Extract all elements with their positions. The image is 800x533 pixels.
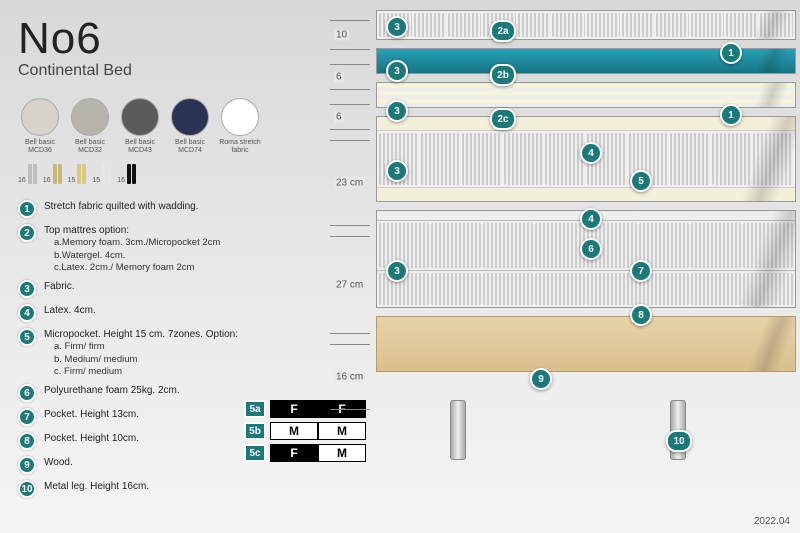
layer-wood-frame xyxy=(376,316,796,372)
leg-option: 15 xyxy=(92,164,111,184)
legend-badge: 3 xyxy=(18,280,36,298)
callout-badge: 6 xyxy=(580,238,602,260)
callout-badge: 7 xyxy=(630,260,652,282)
callout-badge: 3 xyxy=(386,60,408,82)
fabric-swatch: Bell basic MCD74 xyxy=(168,98,212,154)
metal-leg-icon xyxy=(450,400,466,460)
callout-badge: 3 xyxy=(386,160,408,182)
callout-badge: 10 xyxy=(666,430,692,452)
leg-option: 15 xyxy=(68,164,87,184)
legend-badge: 8 xyxy=(18,432,36,450)
measure-label: 6 xyxy=(330,64,370,90)
legend-badge: 1 xyxy=(18,200,36,218)
fabric-swatch: Bell basic MCD43 xyxy=(118,98,162,154)
legend-badge: 7 xyxy=(18,408,36,426)
legend-item: 10Metal leg. Height 16cm. xyxy=(18,480,328,498)
fabric-swatch: Bell basic MCD36 xyxy=(18,98,62,154)
fabric-swatch: Roma stretch fabric xyxy=(218,98,262,154)
product-subtitle: Continental Bed xyxy=(18,62,328,80)
callout-badge: 1 xyxy=(720,42,742,64)
callout-badge: 2a xyxy=(490,20,516,42)
callout-badge: 3 xyxy=(386,260,408,282)
measure-label: 16 cm xyxy=(330,344,370,410)
leg-option: 16 xyxy=(117,164,136,184)
legend-badge: 6 xyxy=(18,384,36,402)
leg-option: 16 xyxy=(43,164,62,184)
bed-diagram: 10 6 6 23 cm 27 cm 16 cm xyxy=(330,0,800,533)
legend-badge: 10 xyxy=(18,480,36,498)
measure-label: 10 xyxy=(330,20,370,50)
layer-top-2a xyxy=(376,10,796,40)
legend-item: 3Fabric. xyxy=(18,280,328,298)
callout-badge: 2b xyxy=(490,64,516,86)
legend-item: 2Top mattres option:a.Memory foam. 3cm./… xyxy=(18,224,328,274)
legend-item: 1Stretch fabric quilted with wadding. xyxy=(18,200,328,218)
callout-badge: 4 xyxy=(580,142,602,164)
callout-badge: 5 xyxy=(630,170,652,192)
fabric-swatch: Bell basic MCD32 xyxy=(68,98,112,154)
callout-badge: 9 xyxy=(530,368,552,390)
revision-date: 2022.04 xyxy=(754,516,790,527)
legend-badge: 2 xyxy=(18,224,36,242)
callout-badge: 8 xyxy=(630,304,652,326)
legend-item: 4Latex. 4cm. xyxy=(18,304,328,322)
bed-layer-stack xyxy=(376,10,796,380)
callout-badge: 3 xyxy=(386,100,408,122)
measure-label: 6 xyxy=(330,104,370,130)
fabric-swatch-row: Bell basic MCD36Bell basic MCD32Bell bas… xyxy=(18,98,328,154)
callout-badge: 2c xyxy=(490,108,516,130)
legend-badge: 4 xyxy=(18,304,36,322)
measure-label: 27 cm xyxy=(330,236,370,334)
legend-badge: 9 xyxy=(18,456,36,474)
callout-badge: 4 xyxy=(580,208,602,230)
legend-item: 5Micropocket. Height 15 cm. 7zones. Opti… xyxy=(18,328,328,378)
leg-option-row: 16 16 1515 16 xyxy=(18,164,328,184)
product-title: No6 xyxy=(18,14,328,64)
legend-badge: 5 xyxy=(18,328,36,346)
leg-option: 16 xyxy=(18,164,37,184)
measure-label: 23 cm xyxy=(330,140,370,226)
callout-badge: 3 xyxy=(386,16,408,38)
callout-badge: 1 xyxy=(720,104,742,126)
